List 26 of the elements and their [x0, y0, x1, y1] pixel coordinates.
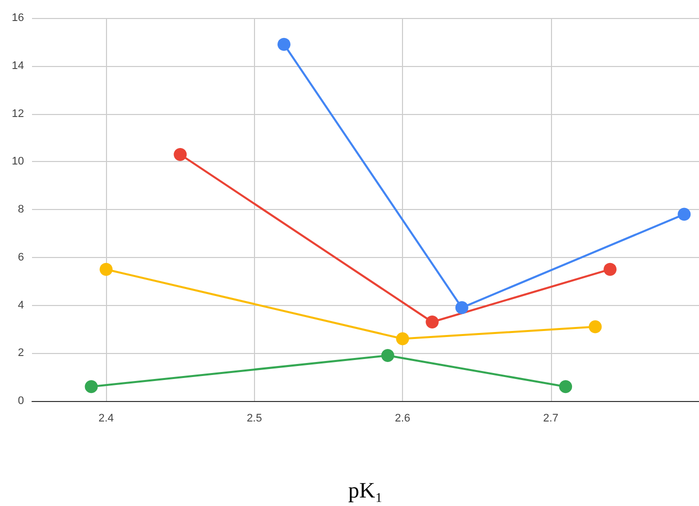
y-tick-label: 14 [12, 60, 24, 72]
y-tick-label: 6 [18, 251, 24, 264]
point [588, 320, 602, 334]
x-tick-label: 2.6 [394, 412, 410, 424]
point [455, 301, 468, 314]
y-tick-label: 16 [12, 12, 24, 24]
point [277, 38, 290, 51]
point [174, 148, 187, 161]
point [426, 316, 439, 329]
point [678, 208, 691, 221]
x-tick-label: 2.4 [98, 412, 114, 424]
point [100, 262, 113, 276]
point [381, 349, 394, 362]
point [84, 380, 98, 394]
point [559, 380, 572, 394]
y-tick-label: 10 [12, 156, 24, 168]
x-axis-title: pK₁ [348, 478, 383, 502]
y-tick-label: 12 [12, 108, 24, 120]
x-tick-label: 2.7 [543, 412, 558, 424]
y-tick-label: 4 [18, 299, 24, 312]
y-tick-label: 0 [18, 395, 24, 407]
point [604, 262, 617, 276]
y-tick-label: 2 [18, 347, 24, 360]
y-tick-label: 8 [18, 204, 24, 216]
point [396, 332, 410, 346]
x-tick-label: 2.5 [246, 412, 262, 424]
